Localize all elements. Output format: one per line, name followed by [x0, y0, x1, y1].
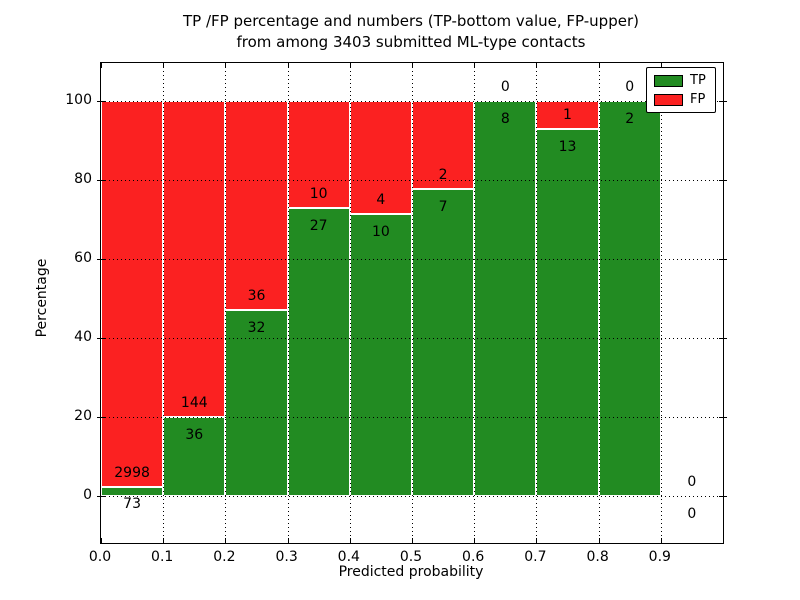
bar-segment-fp — [287, 101, 350, 208]
gridline-vertical — [287, 63, 289, 543]
tp-count-label: 73 — [123, 496, 142, 513]
gridline-vertical — [412, 63, 413, 543]
gridline-vertical — [660, 63, 662, 543]
legend-label-tp: TP — [690, 73, 706, 88]
x-tick-label: 0.7 — [524, 549, 547, 565]
y-axis-label: Percentage — [34, 258, 50, 338]
bar-segment-fp — [101, 101, 164, 487]
chart-title: TP /FP percentage and numbers (TP-bottom… — [105, 11, 717, 53]
x-tick-mark — [101, 63, 102, 68]
x-tick-label: 0.6 — [462, 549, 485, 565]
tp-count-label: 7 — [438, 198, 448, 215]
bar-segment-tp — [474, 101, 537, 496]
bar-segment-fp — [225, 101, 288, 311]
bar-segment-tp — [536, 129, 599, 496]
x-tick-label: 0.1 — [151, 549, 174, 565]
fp-count-label: 0 — [625, 79, 635, 96]
y-tick-mark — [719, 101, 727, 102]
fp-color-swatch-icon — [654, 94, 683, 106]
tp-count-label: 32 — [247, 319, 266, 336]
y-tick-label: 100 — [65, 92, 92, 108]
y-tick-label: 60 — [74, 250, 92, 266]
tp-count-label: 8 — [500, 110, 510, 127]
legend: TP FP — [646, 67, 716, 113]
y-tick-mark — [719, 496, 727, 497]
x-tick-label: 0.4 — [337, 549, 360, 565]
fp-count-label: 2 — [438, 166, 448, 183]
chart-title-line2: from among 3403 submitted ML-type contac… — [236, 33, 586, 51]
fp-count-label: 1 — [563, 107, 572, 124]
bar-segment-tp — [101, 486, 164, 496]
y-tick-label: 80 — [74, 171, 92, 187]
tp-color-swatch-icon — [654, 75, 683, 87]
fp-count-label: 144 — [180, 395, 208, 412]
gridline-vertical — [536, 63, 538, 543]
fp-count-label: 0 — [687, 474, 697, 491]
fp-count-label: 4 — [376, 192, 386, 209]
x-tick-label: 0.2 — [213, 549, 236, 565]
x-tick-label: 0.9 — [648, 549, 671, 565]
y-tick-mark — [719, 338, 727, 339]
x-tick-label: 0.3 — [275, 549, 298, 565]
y-tick-mark — [719, 180, 727, 181]
tp-count-label: 27 — [309, 217, 328, 234]
tp-count-label: 10 — [371, 223, 390, 240]
gridline-vertical — [598, 63, 600, 543]
bar-segment-tp — [349, 213, 412, 496]
y-tick-mark — [719, 417, 727, 418]
x-tick-mark — [101, 538, 102, 543]
tp-count-label: 36 — [185, 426, 204, 443]
tp-count-label: 2 — [625, 110, 635, 127]
x-tick-label: 0.0 — [88, 549, 112, 565]
x-tick-label: 0.5 — [399, 549, 423, 565]
fp-count-label: 10 — [309, 185, 328, 202]
legend-label-fp: FP — [690, 92, 706, 107]
y-tick-mark — [719, 259, 727, 260]
bar-segment-tp — [598, 101, 661, 496]
legend-item-tp: TP — [654, 74, 708, 88]
gridline-vertical — [474, 63, 476, 543]
gridline-vertical — [163, 63, 165, 543]
bar-segment-tp — [287, 207, 350, 496]
tp-count-label: 0 — [687, 505, 697, 522]
chart-title-line1: TP /FP percentage and numbers (TP-bottom… — [183, 12, 639, 30]
plot-area: 2998 73 144 36 36 32 10 27 4 10 2 7 0 8 1 13 0 2 0 0 — [97, 62, 727, 544]
x-axis-label: Predicted probability — [338, 564, 484, 580]
legend-item-fp: FP — [654, 93, 708, 107]
bar-segment-tp — [412, 188, 475, 496]
gridline-vertical — [349, 63, 351, 543]
tp-count-label: 13 — [558, 138, 577, 155]
fp-count-label: 36 — [247, 288, 266, 305]
gridline-vertical — [225, 63, 227, 543]
y-tick-label: 40 — [74, 329, 92, 345]
x-tick-label: 0.8 — [586, 549, 609, 565]
fp-count-label: 2998 — [114, 464, 150, 481]
fp-count-label: 0 — [500, 79, 510, 96]
y-tick-label: 0 — [83, 487, 92, 503]
y-tick-label: 20 — [74, 408, 92, 424]
